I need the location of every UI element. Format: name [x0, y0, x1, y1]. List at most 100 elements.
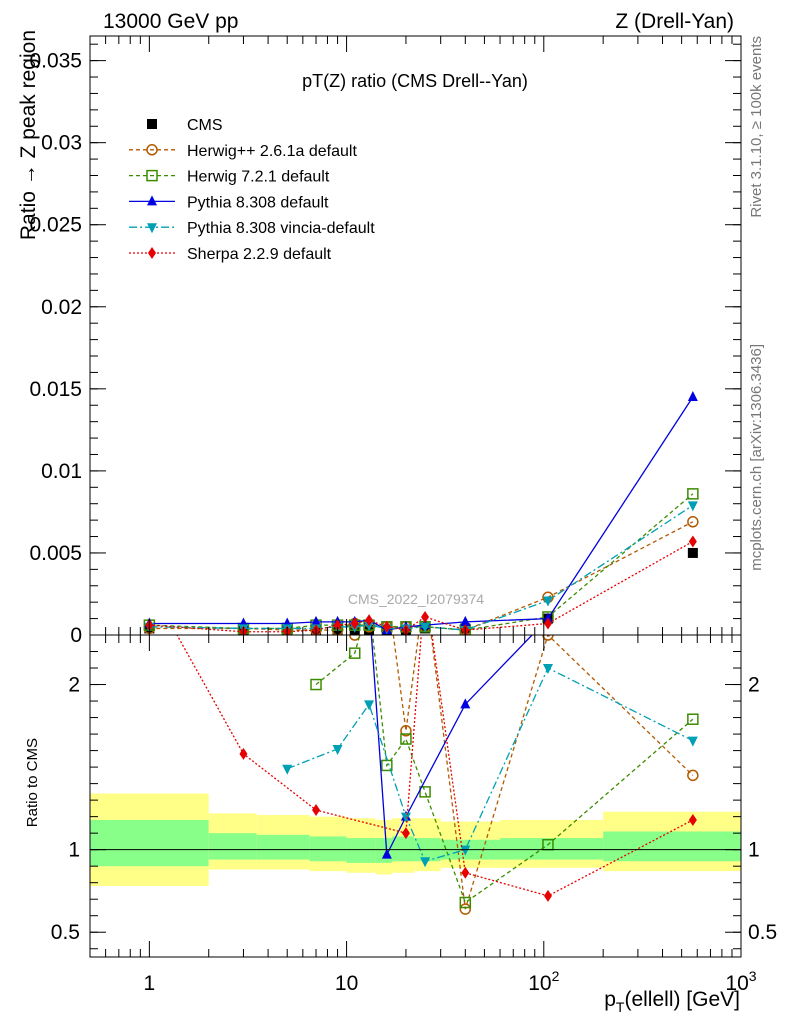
main-point: [421, 610, 430, 623]
ratio-line-Herwig++ 2.6.1a default: [354, 635, 694, 910]
main-line-Herwig++ 2.6.1a default: [149, 521, 694, 631]
x-tick-label-exponent: 3: [749, 968, 757, 984]
legend-label: Pythia 8.308 default: [187, 194, 329, 211]
band-green: [500, 838, 604, 860]
main-point: [333, 619, 342, 632]
ratio-line-Herwig 7.2.1 default: [315, 635, 694, 904]
y-tick-label: 0.02: [41, 296, 82, 319]
ratio-point: [543, 889, 552, 902]
header-left: 13000 GeV pp: [103, 10, 238, 33]
ratio-point: [421, 579, 429, 591]
main-point: [542, 596, 553, 607]
ratio-point: [459, 896, 472, 909]
main-point: [350, 617, 359, 630]
x-tick-label: 103: [725, 968, 756, 995]
x-tick-label-base: 1: [144, 972, 156, 995]
ratio-point: [400, 812, 411, 823]
band-green: [90, 819, 209, 867]
mcplots-label: mcplots.cern.ch [arXiv:1306.3436]: [748, 344, 765, 571]
x-tick-label: 10: [335, 972, 358, 995]
band-green: [208, 833, 257, 860]
ratio-line-Pythia 8.308 vincia-default: [286, 667, 694, 863]
ratio-point: [542, 664, 553, 675]
y-tick-label: 0.005: [29, 542, 82, 565]
ratio-point: [460, 698, 471, 709]
legend-marker: [146, 144, 158, 156]
legend-marker: [148, 247, 156, 259]
main-point: [543, 617, 552, 630]
ratio-y-tick-label-right: 2: [748, 674, 760, 697]
ratio-point: [145, 579, 153, 591]
ratio-point: [687, 769, 699, 782]
main-point: [382, 620, 391, 633]
y-tick-label: 0.015: [29, 378, 82, 401]
ratio-series-layer: [145, 579, 699, 915]
ratio-point: [400, 733, 412, 745]
ratio-frame: [89, 634, 742, 958]
ratio-line-Pythia 8.308 default: [370, 635, 533, 858]
y-tick-label: 0.035: [29, 50, 82, 73]
ratio-point: [310, 678, 322, 691]
ratio-point: [400, 725, 412, 737]
band-green: [603, 831, 741, 862]
x-axis-label-main: p: [604, 988, 616, 1011]
ratio-point: [687, 713, 699, 725]
ratio-point: [348, 635, 361, 641]
x-axis-label: pT(ellell) [GeV]: [604, 988, 740, 1015]
y-tick-label: 0: [70, 624, 82, 647]
ratio-line-Sherpa 2.2.9 default: [176, 635, 694, 897]
main-ylabel: Ratio → Z peak region: [17, 30, 40, 240]
x-axis-label-rest: (ellell) [GeV]: [624, 988, 740, 1011]
ratio-point: [332, 744, 343, 755]
ratio-point: [348, 647, 361, 659]
legend: CMS Herwig++ 2.6.1a default Herwig 7.2.1 d…: [129, 117, 375, 263]
ratio-y-tick-label: 0.5: [51, 921, 80, 944]
main-line-Herwig 7.2.1 default: [149, 493, 694, 631]
ratio-point: [459, 903, 472, 915]
ratio-point: [420, 857, 431, 868]
legend-marker: [146, 169, 158, 182]
ratio-y-tick-label-right: 0.5: [748, 921, 777, 944]
x-tick-label-base: 10: [528, 972, 551, 995]
ratio-y-tick-label-right: 1: [748, 839, 760, 862]
legend-marker: [147, 223, 157, 234]
band-green: [309, 836, 347, 862]
main-point: [687, 488, 699, 500]
plot-title: pT(Z) ratio (CMS Drell--Yan): [302, 71, 528, 91]
x-tick-label-exponent: 2: [552, 968, 560, 984]
main-point: [688, 535, 697, 548]
ratio-point: [282, 764, 293, 775]
axes-layer: 1 10 102 10300.0050.010.0150.020.0250.030.0…: [29, 36, 777, 995]
ratio-clipped: [145, 579, 699, 915]
ratio-point: [687, 736, 698, 747]
main-point: [365, 614, 374, 627]
ratio-point: [688, 813, 697, 826]
watermark: CMS_2022_I2079374: [348, 591, 484, 607]
legend-label: Sherpa 2.2.9 default: [187, 246, 332, 263]
header-right: Z (Drell-Yan): [615, 10, 734, 33]
main-point: [687, 501, 698, 512]
legend-label: Pythia 8.308 vincia-default: [187, 220, 375, 237]
ratio-point: [461, 866, 470, 879]
ratio-point: [239, 747, 248, 760]
x-tick-label-base: 10: [335, 972, 358, 995]
main-point: [687, 547, 698, 558]
ratio-point: [401, 827, 410, 840]
ratio-ylabel: Ratio to CMS: [24, 738, 41, 827]
ratio-point: [312, 804, 321, 817]
legend-marker: [147, 195, 157, 206]
band-green: [256, 834, 310, 860]
legend-label: Herwig++ 2.6.1a default: [187, 143, 357, 160]
ratio-point: [542, 635, 554, 641]
main-point: [311, 615, 322, 626]
y-tick-label: 0.025: [29, 214, 82, 237]
ratio-y-tick-label: 2: [68, 674, 80, 697]
ratio-point: [364, 580, 374, 590]
main-point: [420, 622, 431, 633]
x-axis-label-sub: T: [616, 999, 625, 1015]
ratio-point: [420, 580, 430, 590]
main-line-Pythia 8.308 vincia-default: [149, 504, 694, 631]
x-tick-label: 102: [528, 968, 559, 995]
ratio-point: [382, 580, 392, 590]
